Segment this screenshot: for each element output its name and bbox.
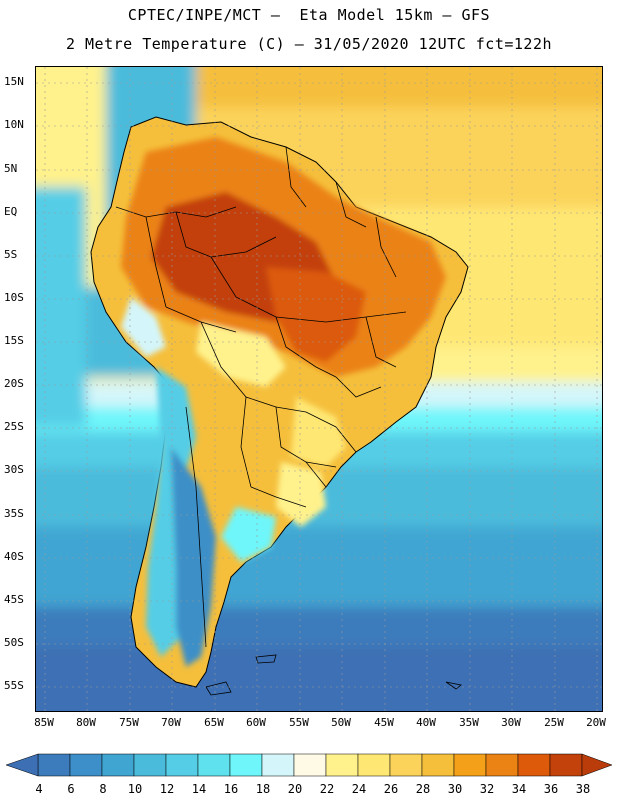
country-borders: [115, 146, 407, 648]
colorbar-label-10: 10: [127, 782, 143, 796]
colorbar-label-16: 16: [223, 782, 239, 796]
lat-label-35s: 35S: [4, 507, 24, 520]
temperature-map: [35, 66, 603, 712]
colorbar-cell: [165, 753, 199, 777]
lat-label-30s: 30S: [4, 463, 24, 476]
lat-label-10n: 10N: [4, 118, 24, 131]
colorbar-label-34: 34: [511, 782, 527, 796]
colorbar-cell: [357, 753, 391, 777]
lat-label-5s: 5S: [4, 248, 18, 261]
lon-label-70w: 70W: [161, 716, 181, 729]
colorbar-cell: [261, 753, 295, 777]
colorbar-high-arrow: [581, 753, 613, 777]
lat-label-40s: 40S: [4, 550, 24, 563]
colorbar-label-20: 20: [287, 782, 303, 796]
temperature-colorbar: [5, 753, 613, 777]
colorbar-cell: [517, 753, 551, 777]
lat-label-25s: 25S: [4, 420, 24, 433]
lon-label-45w: 45W: [374, 716, 394, 729]
colorbar-label-36: 36: [543, 782, 559, 796]
colorbar-label-30: 30: [447, 782, 463, 796]
lat-label-45s: 45S: [4, 593, 24, 606]
colorbar-cell: [389, 753, 423, 777]
colorbar-cells: [37, 753, 583, 777]
lat-label-5n: 5N: [4, 162, 18, 175]
colorbar-label-12: 12: [159, 782, 175, 796]
lon-label-50w: 50W: [331, 716, 351, 729]
colorbar-label-32: 32: [479, 782, 495, 796]
colorbar-label-24: 24: [351, 782, 367, 796]
lon-label-40w: 40W: [416, 716, 436, 729]
colorbar-label-6: 6: [67, 782, 75, 796]
colorbar-label-14: 14: [191, 782, 207, 796]
colorbar-label-18: 18: [255, 782, 271, 796]
colorbar-cell: [229, 753, 263, 777]
lat-label-10s: 10S: [4, 291, 24, 304]
map-title-line-2: 2 Metre Temperature (C) – 31/05/2020 12U…: [65, 35, 553, 53]
colorbar-cell: [37, 753, 71, 777]
lon-label-60w: 60W: [246, 716, 266, 729]
colorbar-cell: [197, 753, 231, 777]
lon-label-20w: 20W: [586, 716, 606, 729]
colorbar-cell: [549, 753, 583, 777]
colorbar-label-38: 38: [575, 782, 591, 796]
lon-label-85w: 85W: [34, 716, 54, 729]
colorbar-label-26: 26: [383, 782, 399, 796]
colorbar-cell: [69, 753, 103, 777]
colorbar-label-8: 8: [99, 782, 107, 796]
colorbar-cell: [421, 753, 455, 777]
lon-label-25w: 25W: [544, 716, 564, 729]
map-canvas: [36, 67, 602, 711]
lon-label-75w: 75W: [119, 716, 139, 729]
map-title-line-1: CPTEC/INPE/MCT – Eta Model 15km – GFS: [127, 6, 491, 24]
lon-label-65w: 65W: [204, 716, 224, 729]
lon-label-35w: 35W: [459, 716, 479, 729]
lon-label-80w: 80W: [76, 716, 96, 729]
colorbar-cell: [325, 753, 359, 777]
colorbar-cell: [453, 753, 487, 777]
lat-label-eq: EQ: [4, 205, 18, 218]
lat-label-50s: 50S: [4, 636, 24, 649]
lat-label-55s: 55S: [4, 679, 24, 692]
colorbar-cell: [485, 753, 519, 777]
lat-label-20s: 20S: [4, 377, 24, 390]
colorbar-label-4: 4: [35, 782, 43, 796]
latitude-gridlines: [36, 82, 602, 688]
colorbar-cell: [133, 753, 167, 777]
lon-label-55w: 55W: [289, 716, 309, 729]
colorbar-label-28: 28: [415, 782, 431, 796]
colorbar-cell: [293, 753, 327, 777]
lat-label-15s: 15S: [4, 334, 24, 347]
lat-label-15n: 15N: [4, 75, 24, 88]
lon-label-30w: 30W: [501, 716, 521, 729]
colorbar-label-22: 22: [319, 782, 335, 796]
colorbar-cell: [101, 753, 135, 777]
colorbar-low-arrow: [5, 753, 39, 777]
